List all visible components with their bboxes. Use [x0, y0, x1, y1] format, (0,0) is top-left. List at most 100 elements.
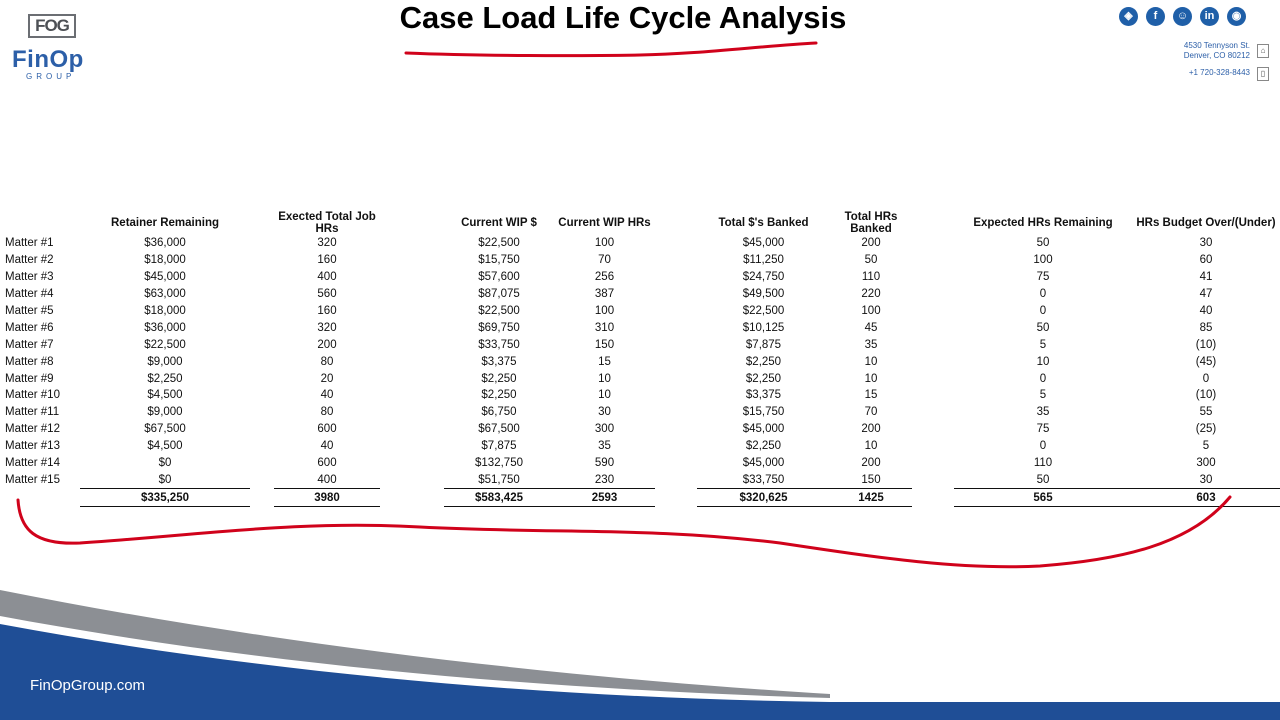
- table-cell: 80: [320, 355, 334, 368]
- table-cell: 80: [320, 406, 334, 419]
- table-cell: $9,000: [147, 355, 183, 368]
- col-header: Current WIP $: [461, 217, 537, 229]
- total-cell: 3980: [274, 488, 380, 508]
- table-cell: 10: [864, 372, 878, 385]
- table-cell: (25): [1195, 423, 1217, 436]
- table-row: Matter #5 $18,000 160 $22,500 100 $22,500 100 0…: [0, 303, 1280, 320]
- total-cell: $335,250: [80, 488, 250, 508]
- table-cell: $24,750: [742, 271, 785, 284]
- table-cell: $67,500: [478, 423, 520, 436]
- table-cell: 300: [1196, 457, 1216, 470]
- table-cell: $69,750: [478, 321, 520, 334]
- table-cell: $18,000: [144, 254, 186, 267]
- table-cell: $67,500: [144, 423, 186, 436]
- address-line-2: Denver, CO 80212: [1183, 51, 1250, 60]
- table-cell: $22,500: [478, 305, 520, 317]
- table-cell: $57,600: [478, 271, 520, 284]
- table-row: Matter #4 $63,000 560 $87,075 387 $49,500 220 0…: [0, 286, 1280, 303]
- table-cell: 10: [864, 355, 878, 368]
- logo-group: GROUP: [26, 72, 76, 81]
- table-cell: 5: [1039, 338, 1047, 351]
- total-cell: 603: [1132, 488, 1280, 508]
- table-cell: 100: [1033, 254, 1053, 267]
- table-row: Matter #14 $0 600 $132,750 590 $45,000 200 110 3…: [0, 455, 1280, 472]
- table-cell: 20: [320, 372, 334, 385]
- thumb-icon[interactable]: ☺: [1173, 7, 1192, 26]
- table-cell: 50: [864, 254, 878, 267]
- table-cell: 200: [317, 338, 337, 351]
- table-cell: $0: [80, 471, 250, 490]
- row-label: Matter #4: [5, 288, 54, 301]
- table-cell: 100: [594, 305, 615, 317]
- total-cell: 565: [954, 488, 1132, 508]
- table-cell: 70: [864, 406, 878, 419]
- linkedin-icon[interactable]: in: [1200, 7, 1219, 26]
- table-cell: $4,500: [147, 389, 183, 402]
- row-label: Matter #11: [5, 406, 60, 419]
- table-header-row: Retainer Remaining Exected Total Job HRs…: [0, 211, 1280, 235]
- table-cell: $36,000: [144, 237, 186, 250]
- table-cell: $36,000: [144, 321, 186, 334]
- table-cell: 256: [594, 271, 615, 284]
- table-cell: 50: [1036, 237, 1050, 250]
- table-cell: 35: [864, 338, 878, 351]
- table-cell: $45,000: [742, 457, 785, 470]
- table-row: Matter #1 $36,000 320 $22,500 100 $45,000 200 5…: [0, 235, 1280, 252]
- table-cell: $22,500: [742, 305, 785, 317]
- table-cell: 600: [317, 423, 337, 436]
- table-cell: 160: [317, 254, 337, 267]
- address-line-1: 4530 Tennyson St.: [1183, 41, 1250, 50]
- table-row: Matter #15 $0 400 $51,750 230 $33,750 150 50 30: [0, 471, 1280, 490]
- table-cell: 310: [594, 321, 615, 334]
- row-label: Matter #2: [5, 254, 54, 267]
- table-cell: $3,375: [745, 389, 782, 402]
- table-cell: $10,125: [742, 321, 785, 334]
- table-cell: $3,375: [481, 355, 517, 368]
- table-cell: $33,750: [478, 338, 520, 351]
- row-label: Matter #7: [5, 338, 54, 351]
- table-cell: 75: [1036, 423, 1050, 436]
- social-icons: ◈ f ☺ in ◉: [1119, 7, 1246, 26]
- table-cell: $2,250: [481, 372, 517, 385]
- phone-number: +1 720-328-8443: [1188, 68, 1250, 77]
- table-cell: (10): [1195, 338, 1217, 351]
- table-cell: $9,000: [147, 406, 183, 419]
- row-label: Matter #14: [5, 457, 60, 470]
- table-row: Matter #9 $2,250 20 $2,250 10 $2,250 10 0 0: [0, 370, 1280, 387]
- slide-title: Case Load Life Cycle Analysis: [399, 0, 847, 35]
- facebook-icon[interactable]: f: [1146, 7, 1165, 26]
- table-cell: 400: [317, 271, 337, 284]
- table-cell: $7,875: [745, 338, 782, 351]
- instagram-icon[interactable]: ◉: [1227, 7, 1246, 26]
- logo-name: FinOp: [12, 46, 84, 73]
- table-cell: $0: [158, 457, 172, 470]
- globe-icon[interactable]: ◈: [1119, 7, 1138, 26]
- table-cell: 600: [317, 457, 337, 470]
- table-cell: $15,750: [742, 406, 785, 419]
- table-cell: 200: [861, 457, 881, 470]
- table-cell: 100: [861, 305, 881, 317]
- table-cell: 110: [1033, 457, 1053, 470]
- row-label: Matter #13: [5, 440, 60, 453]
- row-label: Matter #3: [5, 271, 54, 284]
- table-cell: 560: [317, 288, 337, 301]
- table-cell: 15: [598, 355, 611, 368]
- table-cell: $45,000: [742, 423, 785, 436]
- contact-info: 4530 Tennyson St. Denver, CO 80212 +1 72…: [1184, 41, 1250, 78]
- table-cell: 10: [1036, 355, 1050, 368]
- mobile-icon: ▯: [1257, 67, 1269, 81]
- row-label: Matter #6: [5, 321, 54, 334]
- total-row-bracket-annotation: [16, 495, 1232, 569]
- table-cell: 40: [1199, 305, 1213, 317]
- row-label: Matter #10: [5, 389, 60, 402]
- table-cell: 55: [1199, 406, 1213, 419]
- table-row: Matter #11 $9,000 80 $6,750 30 $15,750 70 35 55: [0, 404, 1280, 421]
- table-cell: $49,500: [742, 288, 785, 301]
- total-cell: $583,425: [444, 488, 554, 508]
- website-link[interactable]: FinOpGroup.com: [30, 677, 146, 694]
- footer-blue-band: [0, 624, 1280, 720]
- table-cell: 400: [274, 471, 380, 490]
- row-label: Matter #5: [5, 305, 54, 317]
- table-cell: 47: [1199, 288, 1213, 301]
- table-cell: 30: [598, 406, 611, 419]
